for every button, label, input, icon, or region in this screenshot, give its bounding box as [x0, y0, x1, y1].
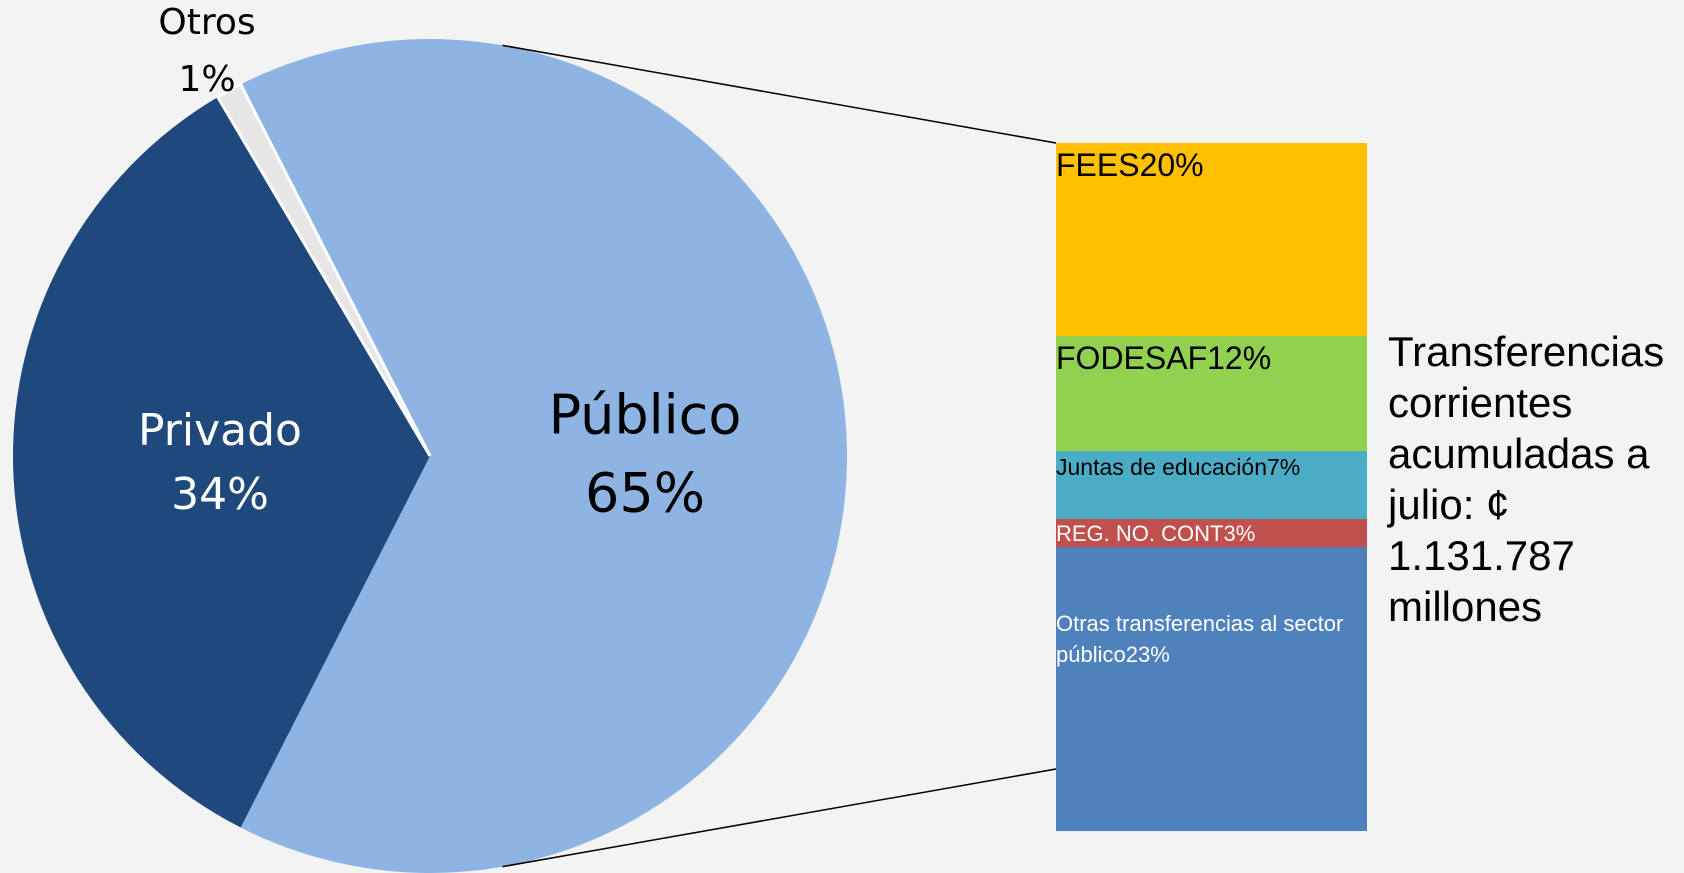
segment-label: Otras transferencias al sector público: [1056, 611, 1344, 668]
segment-label: FODESAF: [1056, 339, 1208, 376]
bar-segment: FEES20%: [1056, 143, 1367, 336]
stacked-bar: FEES20% FODESAF12% Juntas de educación7% RE…: [1056, 143, 1367, 831]
pie-slice: [240, 39, 847, 873]
slice-value-label: 65%: [585, 462, 705, 525]
bar-segment: Otras transferencias al sector público23…: [1056, 547, 1367, 831]
slice-label: Otros: [158, 2, 255, 43]
bar-segment: FODESAF12%: [1056, 335, 1367, 452]
bar-segment: REG. NO. CONT3%: [1056, 518, 1367, 548]
segment-label: Juntas de educación: [1056, 454, 1267, 481]
segment-label: FEES: [1056, 147, 1140, 183]
slice-label: Privado: [138, 405, 302, 456]
segment-label: REG. NO. CONT: [1056, 520, 1224, 546]
slice-label: Público: [549, 384, 742, 447]
bar-segment: Juntas de educación7%: [1056, 451, 1367, 519]
annotation: Transferencias corrientes acumuladas a j…: [1388, 328, 1665, 630]
pie-slice: [13, 97, 430, 828]
pie-slice: [215, 82, 432, 457]
connector-line: [502, 44, 1057, 144]
segment-value-label: 7%: [1267, 454, 1301, 481]
connector-line: [502, 768, 1057, 868]
segment-value-label: 20%: [1139, 147, 1204, 183]
segment-value-label: 12%: [1207, 339, 1272, 376]
slice-value-label: 1%: [178, 59, 235, 100]
segment-value-label: 3%: [1223, 520, 1256, 546]
segment-value-label: 23%: [1125, 642, 1170, 668]
slice-value-label: 34%: [171, 469, 269, 520]
